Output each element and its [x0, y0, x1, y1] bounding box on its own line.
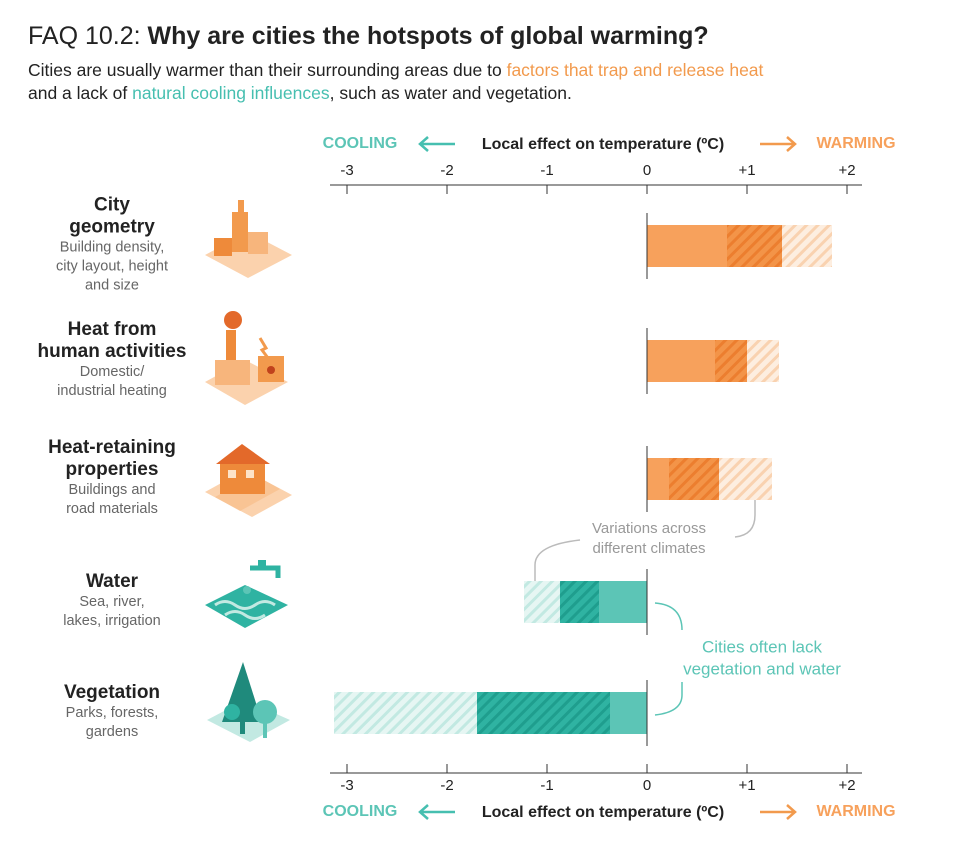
annotation: vegetation and water: [683, 659, 841, 678]
category-label: properties: [66, 459, 159, 480]
axis-label: Local effect on temperature (ºC): [482, 136, 724, 153]
category-description: Sea, river,: [79, 594, 144, 610]
category-description: city layout, height: [56, 258, 168, 274]
x-tick-label: -1: [540, 777, 553, 794]
category-label: human activities: [38, 341, 187, 362]
category-description: industrial heating: [57, 383, 167, 399]
connector: [734, 500, 756, 538]
arrows: [418, 136, 797, 820]
x-tick-label: -3: [340, 777, 353, 794]
cooling-label: COOLING: [323, 803, 398, 820]
annotation: Cities often lack: [702, 637, 822, 656]
annotation: Variations across: [592, 520, 706, 537]
subtitle-highlight: factors that trap and release heat: [506, 60, 764, 80]
x-tick-label: 0: [643, 162, 651, 179]
connector: [534, 539, 581, 585]
icon-house: [205, 444, 292, 517]
category-description: and size: [85, 277, 139, 293]
warming-label: WARMING: [816, 803, 895, 820]
variation-overlap: [477, 692, 610, 734]
category-label: Heat from: [68, 319, 157, 340]
icon-industry: [205, 311, 288, 405]
title-text: Why are cities the hotspots of global wa…: [147, 22, 709, 50]
category-description: Parks, forests,: [66, 705, 159, 721]
icon-tree: [207, 662, 290, 742]
x-tick-label: -2: [440, 162, 453, 179]
cooling-label: COOLING: [323, 135, 398, 152]
axis-label: Local effect on temperature (ºC): [482, 804, 724, 821]
x-tick-label: -3: [340, 162, 353, 179]
icon-water: [205, 560, 288, 628]
category-label: geometry: [69, 217, 155, 238]
variation-overlap: [715, 340, 747, 382]
x-tick-label: -2: [440, 777, 453, 794]
category-label: Vegetation: [64, 682, 160, 703]
category-label: Heat-retaining: [48, 437, 176, 458]
subtitle: and a lack of natural cooling influences…: [28, 83, 572, 104]
subtitle-highlight: natural cooling influences: [132, 83, 330, 103]
subtitle-text: Cities are usually warmer than their sur…: [28, 60, 507, 80]
category-description: Building density,: [60, 239, 165, 255]
x-tick-label: -1: [540, 162, 553, 179]
variation-overlap: [669, 458, 719, 500]
category-description: road materials: [66, 501, 158, 517]
title: FAQ 10.2: Why are cities the hotspots of…: [28, 22, 709, 51]
subtitle-text: and a lack of: [28, 83, 133, 103]
variation-overlap: [727, 225, 782, 267]
category-description: lakes, irrigation: [63, 613, 161, 629]
variation-overlap: [560, 581, 599, 623]
connector: [654, 682, 683, 716]
category-description: Domestic/: [80, 364, 145, 380]
x-tick-label: +1: [738, 162, 755, 179]
title-prefix: FAQ 10.2:: [28, 22, 141, 50]
annotation: different climates: [592, 540, 705, 557]
subtitle: Cities are usually warmer than their sur…: [28, 60, 763, 81]
category-description: Buildings and: [68, 482, 155, 498]
category-description: gardens: [86, 724, 138, 740]
category-label: Water: [86, 571, 139, 592]
subtitle-text: , such as water and vegetation.: [329, 83, 572, 103]
x-tick-label: +1: [738, 777, 755, 794]
x-tick-label: +2: [838, 162, 855, 179]
x-tick-label: 0: [643, 777, 651, 794]
x-tick-label: +2: [838, 777, 855, 794]
icon-city: [205, 200, 292, 278]
category-label: City: [94, 195, 130, 216]
warming-label: WARMING: [816, 135, 895, 152]
connector: [654, 602, 683, 631]
